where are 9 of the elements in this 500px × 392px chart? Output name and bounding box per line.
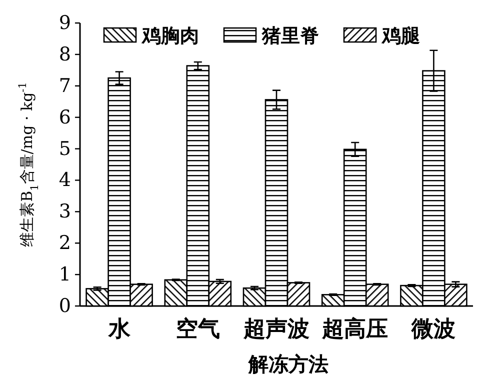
x-tick-label: 水 [107,317,132,342]
x-tick-label: 超高压 [321,316,388,342]
legend-label: 猪里脊 [261,25,319,47]
x-axis-title: 解冻方法 [248,352,328,376]
x-tick-label: 空气 [176,316,220,342]
legend-label: 鸡胸肉 [141,25,199,47]
x-tick-label: 超声波 [242,317,310,342]
x-tick-label: 微波 [410,317,456,342]
legend-label: 鸡腿 [381,25,421,47]
